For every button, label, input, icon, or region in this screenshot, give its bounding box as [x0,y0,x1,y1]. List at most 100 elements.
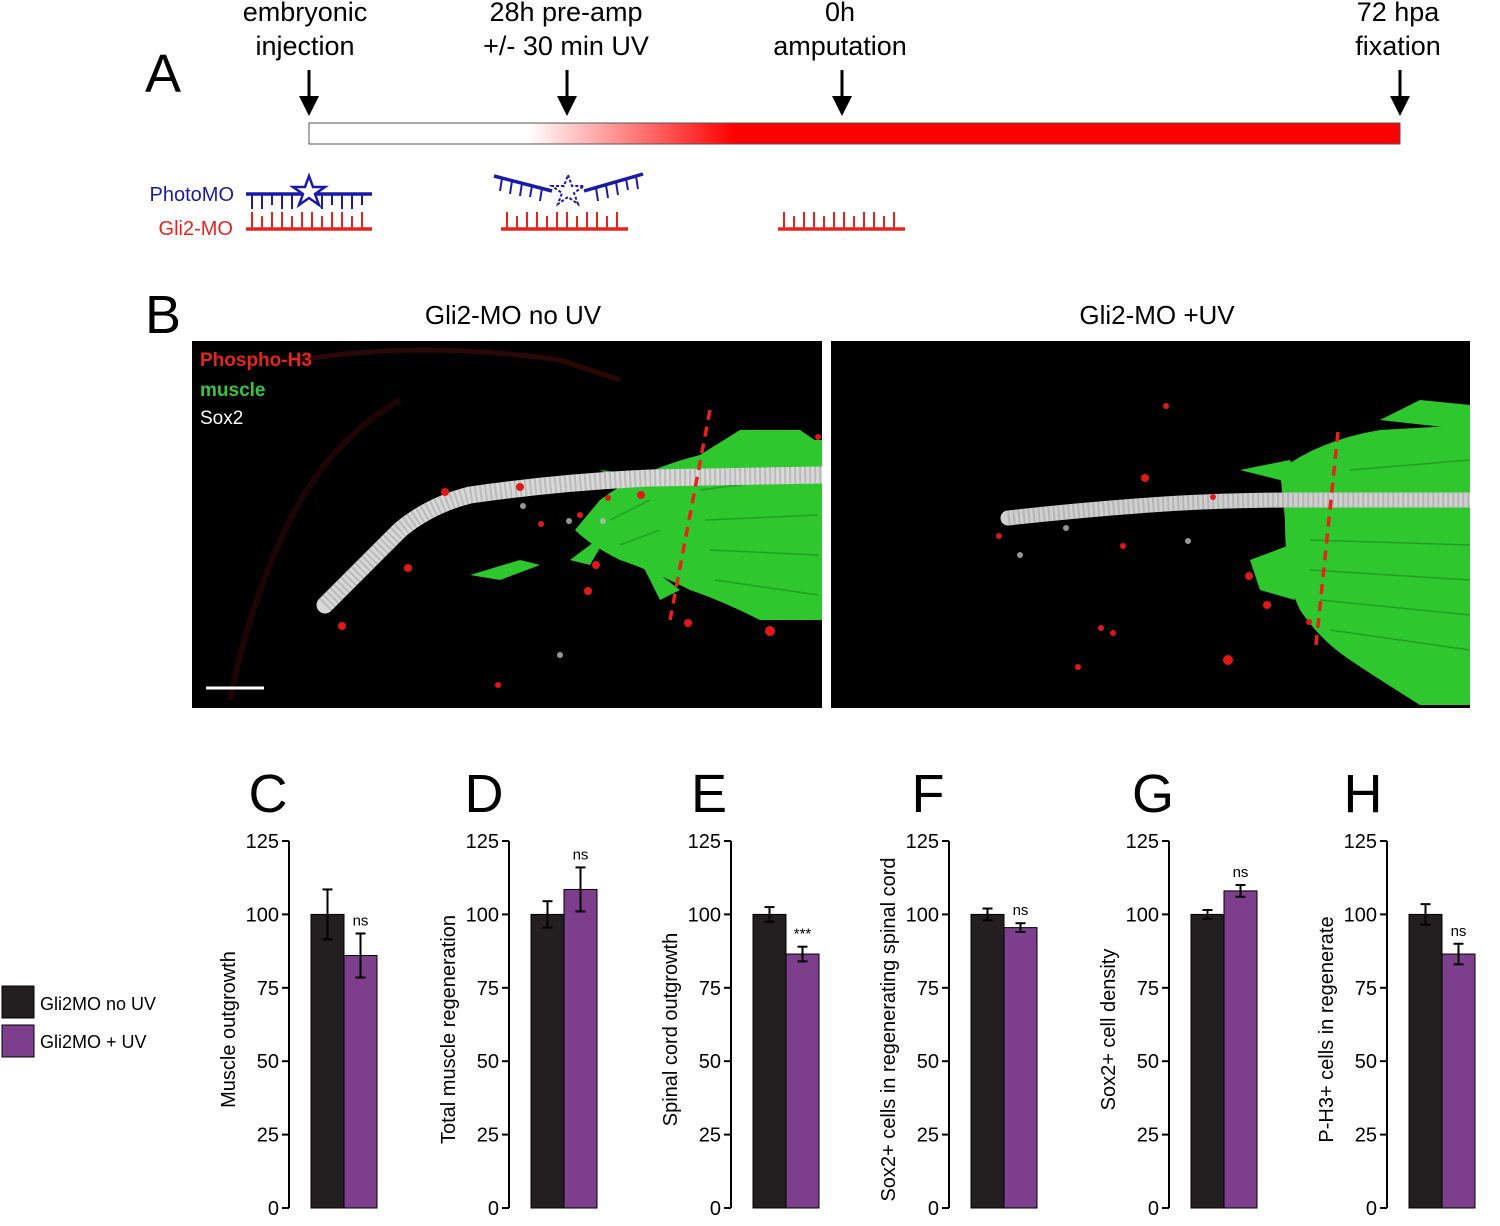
error-bar [355,932,366,979]
significance-label: *** [794,926,812,943]
panel-letter: E [691,764,727,824]
chart-c: C 0 25 50 75 100 125 Muscle outgrowth ns [218,764,378,1220]
panel-letter: G [1132,764,1174,824]
timepoint-label-line2: injection [255,31,354,61]
significance-label: ns [1233,864,1249,881]
y-tick-label: 125 [906,831,939,853]
bar-no-uv [530,913,565,1209]
timepoint-amputation: 0h amputation [773,0,907,116]
error-bar [322,888,333,941]
stain-label-muscle: muscle [200,380,265,401]
y-axis-label: Sox2+ cell density [1098,949,1120,1111]
error-bar [1453,942,1464,966]
photomo-gli2mo-duplex-icon [246,172,372,231]
y-tick-label: 100 [466,904,499,926]
amputation-plane-line [1314,431,1340,646]
legend-swatch-no-uv [1,985,35,1019]
error-bar [797,945,808,963]
timepoint-label-line2: amputation [773,31,907,61]
bar-no-uv [310,913,345,1209]
y-tick-label: 75 [257,978,279,1000]
y-tick-label: 25 [1355,1125,1377,1147]
y-tick-label: 125 [246,831,279,853]
y-tick-label: 50 [477,1051,499,1073]
y-tick-label: 50 [257,1051,279,1073]
panel-letter: C [249,764,288,824]
y-tick-label: 100 [1126,904,1159,926]
legend-swatch-uv [1,1024,35,1058]
y-tick-label: 100 [688,904,721,926]
bar-no-uv [970,913,1005,1209]
y-tick-label: 25 [699,1125,721,1147]
error-bar [1235,884,1246,898]
y-tick-label: 0 [488,1198,499,1220]
stain-label-sox2: Sox2 [200,408,243,429]
bar-uv [1441,953,1476,1209]
y-tick-label: 25 [1137,1125,1159,1147]
error-bar [982,907,993,922]
y-tick-label: 100 [1344,904,1377,926]
arrowhead-icon [832,96,852,116]
arrowhead-icon [299,96,319,116]
timepoint-label-line1: 28h pre-amp [489,0,642,27]
significance-label: ns [1013,902,1029,919]
timepoint-label-line1: 72 hpa [1357,0,1441,27]
y-tick-label: 50 [917,1051,939,1073]
timepoint-fixation: 72 hpa fixation [1355,0,1441,116]
y-axis-label: Spinal cord outgrowth [660,933,682,1126]
y-tick-label: 75 [1137,978,1159,1000]
y-tick-label: 75 [1355,978,1377,1000]
error-bar [1420,903,1431,926]
error-bar [764,906,775,923]
y-axis-label: Total muscle regeneration [438,915,460,1144]
bar-no-uv [1190,913,1225,1209]
y-axis-label: P-H3+ cells in regenerate [1316,916,1338,1142]
timepoint-label-line2: +/- 30 min UV [483,31,649,61]
bar-uv [1223,890,1258,1209]
y-tick-label: 125 [1344,831,1377,853]
panel-letter-b: B [145,285,181,345]
legend: Gli2MO no UV Gli2MO + UV [1,985,156,1058]
y-tick-label: 100 [906,904,939,926]
y-tick-label: 125 [1126,831,1159,853]
bar-uv [1003,927,1038,1209]
y-tick-label: 75 [917,978,939,1000]
chart-d: D 0 25 50 75 100 125 Total muscle regeneration n… [438,764,598,1220]
amputation-plane-line [668,409,712,621]
error-bar [542,900,553,929]
bar-uv [343,955,378,1209]
chart-g: G 0 25 50 75 100 125 Sox2+ cell density ns [1098,764,1258,1220]
bar-uv [563,888,598,1209]
bar-charts: C 0 25 50 75 100 125 Muscle outgrowth ns D 0 25 50 75… [218,764,1476,1220]
timepoint-label-line2: fixation [1355,31,1441,61]
y-tick-label: 75 [699,978,721,1000]
y-tick-label: 100 [246,904,279,926]
timepoint-pre-amp: 28h pre-amp +/- 30 min UV [483,0,649,116]
y-tick-label: 50 [699,1051,721,1073]
error-bar [1015,922,1026,934]
y-tick-label: 25 [477,1125,499,1147]
bar-uv [785,953,820,1209]
chart-f: F 0 25 50 75 100 125 Sox2+ cells in regeneratin… [878,764,1038,1220]
error-bar [1202,908,1213,920]
bar-no-uv [752,913,787,1209]
error-bar [575,866,586,913]
bar-no-uv [1408,913,1443,1209]
gli2mo-label: Gli2-MO [159,218,233,240]
y-tick-label: 50 [1355,1051,1377,1073]
y-tick-label: 0 [268,1198,279,1220]
significance-label: ns [1451,923,1467,940]
free-gli2mo-icon [778,212,905,231]
timepoint-embryonic-injection: embryonic injection [243,0,367,116]
photomo-label: PhotoMO [150,184,234,206]
y-tick-label: 125 [688,831,721,853]
y-axis-label: Sox2+ cells in regenerating spinal cord [878,857,900,1201]
panel-letter: D [465,764,504,824]
panel-letter-a: A [145,44,181,104]
y-tick-label: 25 [257,1125,279,1147]
image-title-uv: Gli2-MO +UV [1079,300,1235,330]
y-tick-label: 125 [466,831,499,853]
microscopy-image-uv [831,341,1470,708]
y-tick-label: 0 [710,1198,721,1220]
